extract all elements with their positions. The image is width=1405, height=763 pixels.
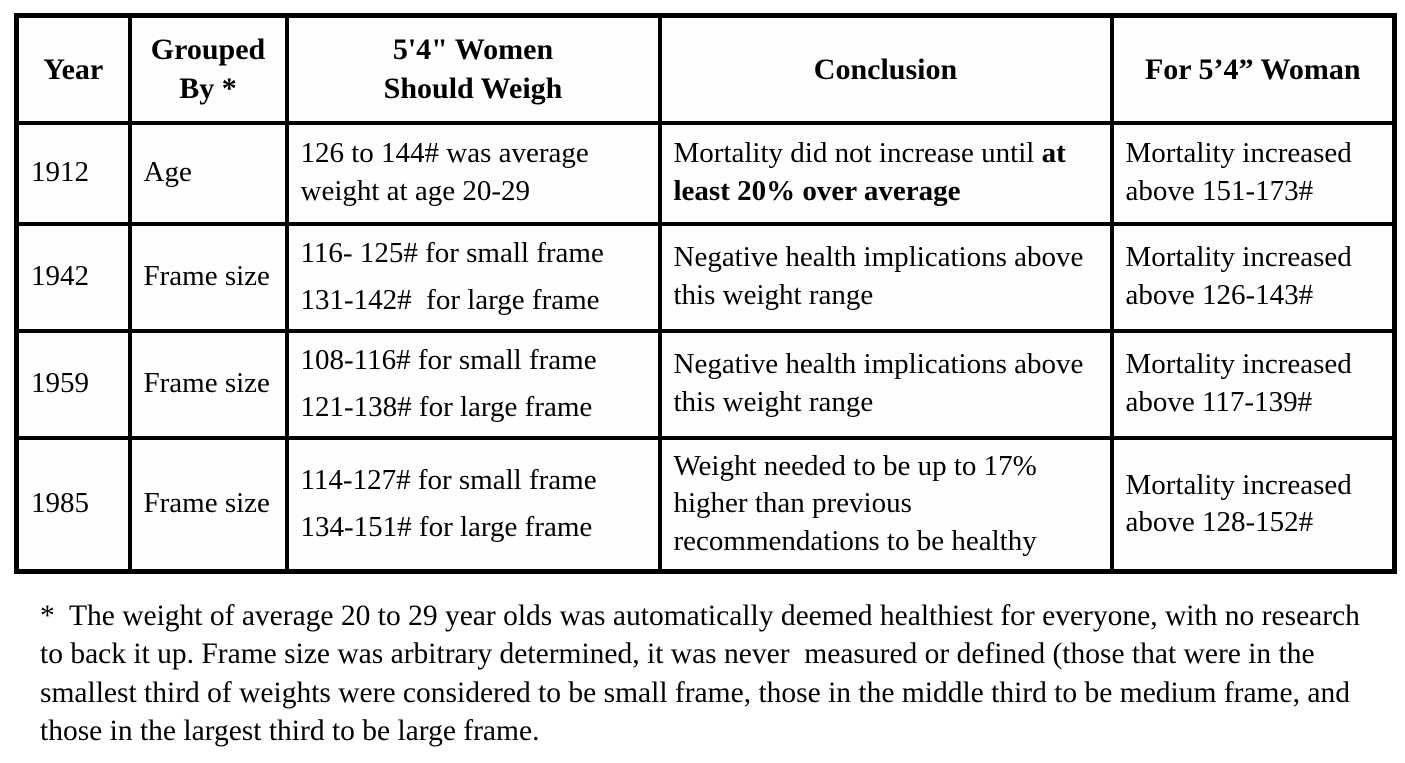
column-header-year: Year [14, 13, 132, 125]
year-cell: 1942 [14, 221, 132, 333]
weight-history-table: Year Grouped By * 5'4" Women Should Weig… [14, 13, 1397, 574]
conclusion-text: Mortality did not increase until [673, 137, 1042, 170]
year-cell: 1959 [14, 328, 132, 440]
weight-cell: 126 to 144# was average weight at age 20… [284, 120, 662, 226]
weight-cell: 114-127# for small frame 134-151# for la… [284, 435, 662, 574]
year-cell: 1912 [14, 120, 132, 226]
table-row-1985: 1985 Frame size 114-127# for small frame… [14, 435, 1397, 574]
header-year-label: Year [43, 52, 104, 86]
grouped-by-cell: Frame size [127, 221, 289, 333]
header-row: Year Grouped By * 5'4" Women Should Weig… [14, 13, 1397, 125]
conclusion-cell: Weight needed to be up to 17% higher tha… [657, 435, 1114, 574]
for-woman-cell: Mortality increased above 151-173# [1109, 120, 1397, 226]
year-cell: 1985 [14, 435, 132, 574]
table-footnote: * The weight of average 20 to 29 year ol… [40, 600, 1368, 748]
grouped-by-cell: Frame size [127, 435, 289, 574]
conclusion-text: Negative health implications above this … [673, 241, 1084, 311]
table-row-1912: 1912 Age 126 to 144# was average weight … [14, 120, 1397, 226]
conclusion-text: Weight needed to be up to 17% higher tha… [673, 449, 1037, 558]
conclusion-cell: Mortality did not increase until at leas… [657, 120, 1114, 226]
column-header-conclusion: Conclusion [657, 13, 1114, 125]
column-header-should-weigh: 5'4" Women Should Weigh [284, 13, 662, 125]
for-woman-cell: Mortality increased above 126-143# [1109, 221, 1397, 333]
table-row-1959: 1959 Frame size 108-116# for small frame… [14, 328, 1397, 440]
weight-cell: 116- 125# for small frame 131-142# for l… [284, 221, 662, 333]
column-header-for-woman: For 5’4” Woman [1109, 13, 1397, 125]
weight-cell: 108-116# for small frame 121-138# for la… [284, 328, 662, 440]
conclusion-cell: Negative health implications above this … [657, 328, 1114, 440]
table-row-1942: 1942 Frame size 116- 125# for small fram… [14, 221, 1397, 333]
for-woman-cell: Mortality increased above 128-152# [1109, 435, 1397, 574]
conclusion-cell: Negative health implications above this … [657, 221, 1114, 333]
grouped-by-cell: Age [127, 120, 289, 226]
column-header-grouped-by: Grouped By * [127, 13, 289, 125]
conclusion-bold-text: at least 20% over average [673, 137, 1066, 207]
for-woman-cell: Mortality increased above 117-139# [1109, 328, 1397, 440]
grouped-by-cell: Frame size [127, 328, 289, 440]
conclusion-text: Negative health implications above this … [673, 348, 1084, 418]
